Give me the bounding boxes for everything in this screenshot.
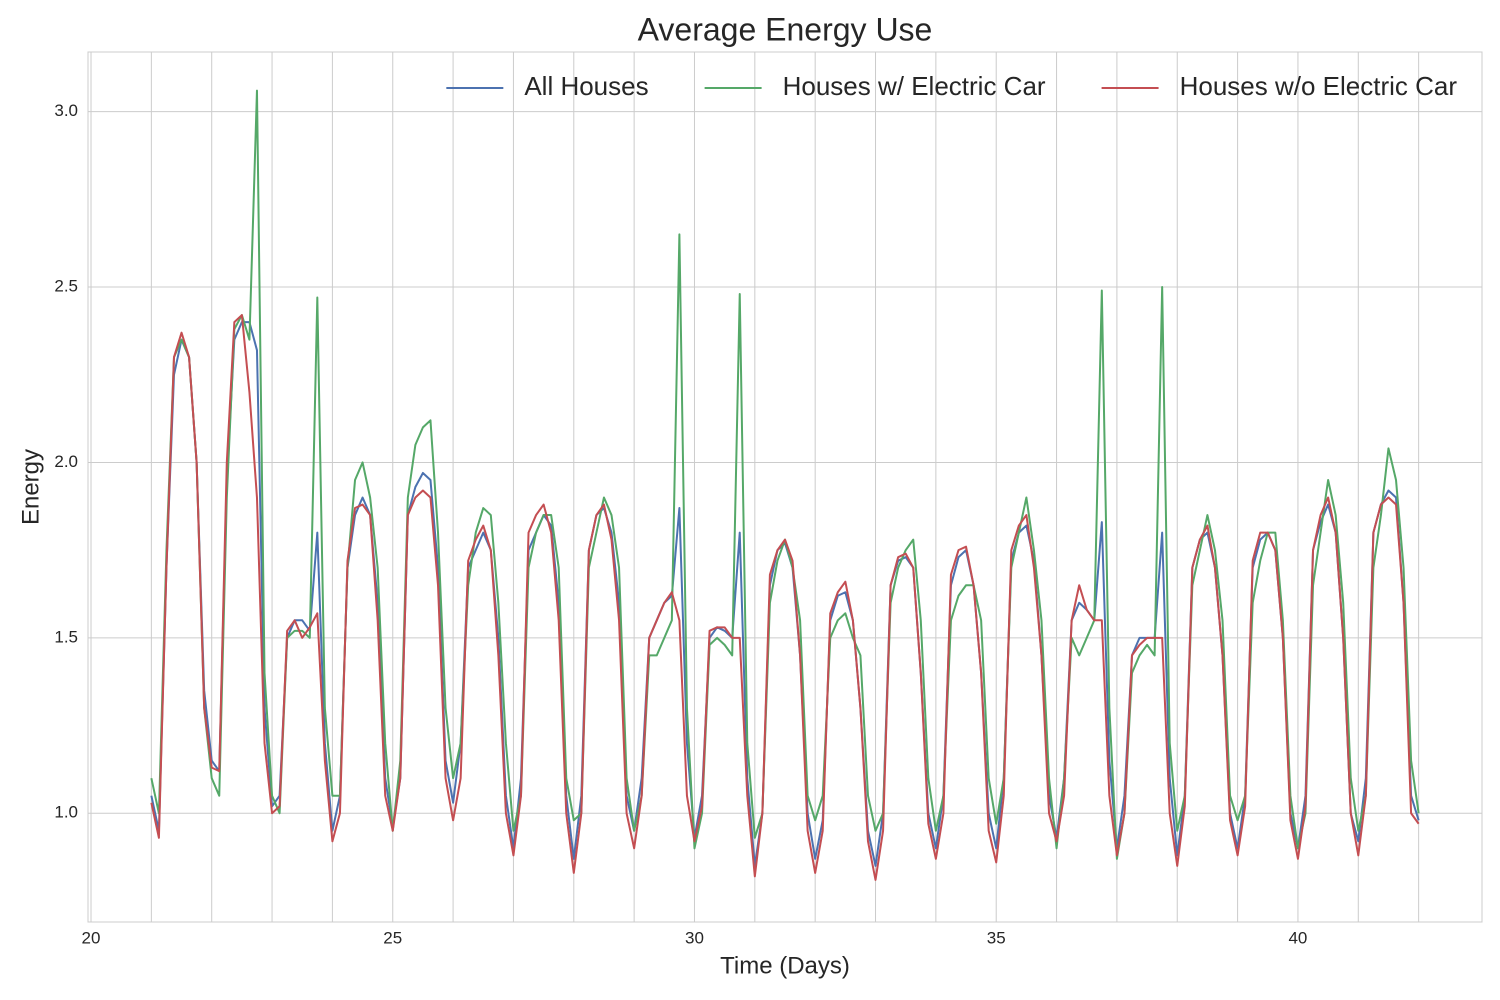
chart-title: Average Energy Use	[638, 11, 933, 47]
y-tick-label: 1.5	[54, 627, 78, 646]
x-tick-label: 35	[987, 928, 1006, 947]
y-tick-label: 3.0	[54, 101, 78, 120]
legend-label: All Houses	[524, 71, 648, 101]
y-axis-label: Energy	[17, 449, 44, 525]
series-line	[150, 314, 1420, 881]
y-tick-label: 2.0	[54, 452, 78, 471]
x-tick-label: 20	[82, 928, 101, 947]
y-tick-label: 2.5	[54, 277, 78, 296]
x-tick-label: 30	[685, 928, 704, 947]
x-axis-label: Time (Days)	[720, 952, 850, 979]
y-tick-label: 1.0	[54, 803, 78, 822]
legend-label: Houses w/o Electric Car	[1180, 71, 1458, 101]
legend: All Houses Houses w/ Electric Car Houses w…	[446, 71, 1457, 101]
x-tick-label: 25	[383, 928, 402, 947]
x-tick-label: 40	[1288, 928, 1307, 947]
legend-label: Houses w/ Electric Car	[783, 71, 1046, 101]
plot-frame	[87, 51, 1483, 923]
